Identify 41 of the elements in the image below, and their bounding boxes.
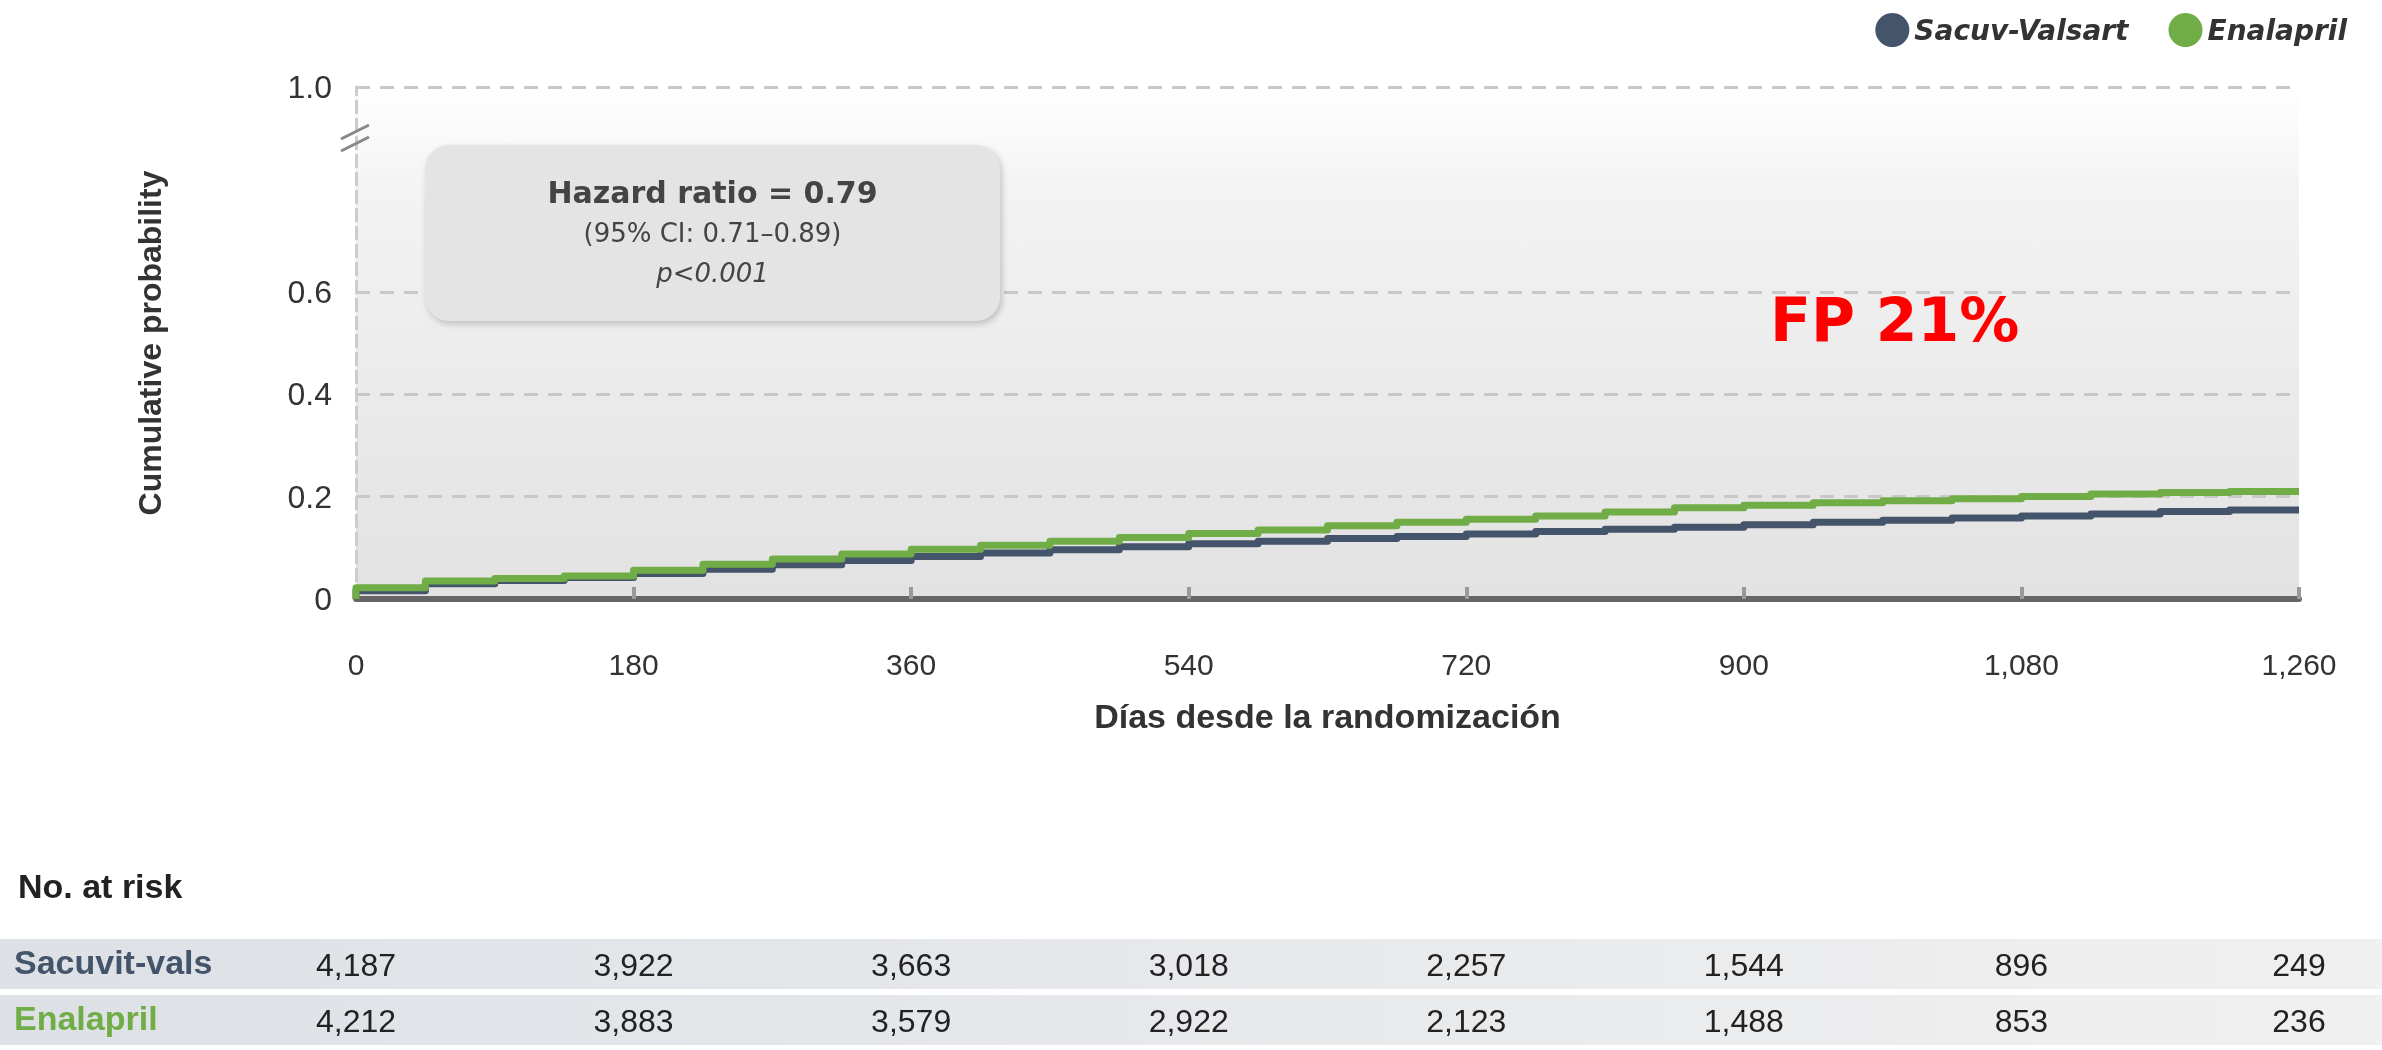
text: 1,544: [1703, 947, 1784, 984]
x-tick-label: 1,080: [1983, 647, 2059, 681]
text: 896: [1994, 947, 2049, 984]
y-tick-label: 0.6: [287, 273, 332, 310]
y-axis-title: Cumulative probability: [132, 170, 168, 516]
text: 4,212: [315, 1003, 397, 1040]
y-tick-label: 0: [314, 581, 332, 617]
text: 4,187: [315, 947, 397, 984]
y-tick-label: 0.4: [287, 376, 332, 413]
x-tick-label: 900: [1718, 647, 1769, 681]
text: 3,663: [871, 947, 952, 984]
text: No. at risk: [18, 867, 183, 906]
text: 3,579: [871, 1003, 952, 1040]
annotation: Hazard ratio = 0.79: [546, 174, 879, 212]
x-tick-label: 360: [886, 647, 937, 681]
text: 3,922: [593, 947, 674, 984]
annotation: p<0.001: [655, 257, 770, 290]
x-tick-label: 720: [1441, 647, 1492, 681]
text: 853: [1994, 1003, 2049, 1040]
callout-box: Hazard ratio = 0.79 (95% CI: 0.71–0.89) p<0.001: [425, 145, 1000, 321]
y-tick-label: 0.2: [287, 478, 332, 515]
x-tick-label: 180: [608, 647, 659, 681]
x-tick-label: 1,260: [2261, 647, 2337, 681]
y-tick-label: 1.0: [287, 69, 332, 105]
text: 3,883: [593, 1003, 674, 1040]
text: 236: [2272, 1003, 2326, 1040]
x-tick-label: 540: [1163, 647, 1214, 681]
text: 249: [2272, 947, 2326, 984]
text: 2,123: [1426, 1003, 1507, 1040]
text: 1,488: [1703, 1003, 1784, 1040]
annotation: FP 21%: [1770, 285, 2020, 355]
annotation: (95% CI: 0.71–0.89): [582, 217, 843, 250]
text: 3,018: [1148, 947, 1229, 984]
text: 2,922: [1148, 1003, 1229, 1040]
legend-label: Sacuv-Valsart: [1914, 13, 2131, 47]
x-axis-title: Días desde la randomización: [1094, 697, 1561, 735]
x-tick-label: 0: [347, 647, 365, 681]
text: Sacuvit-vals: [14, 943, 213, 982]
text: Enalapril: [14, 999, 158, 1038]
legend-label: Enalapril: [2207, 13, 2348, 47]
text: 2,257: [1426, 947, 1507, 984]
